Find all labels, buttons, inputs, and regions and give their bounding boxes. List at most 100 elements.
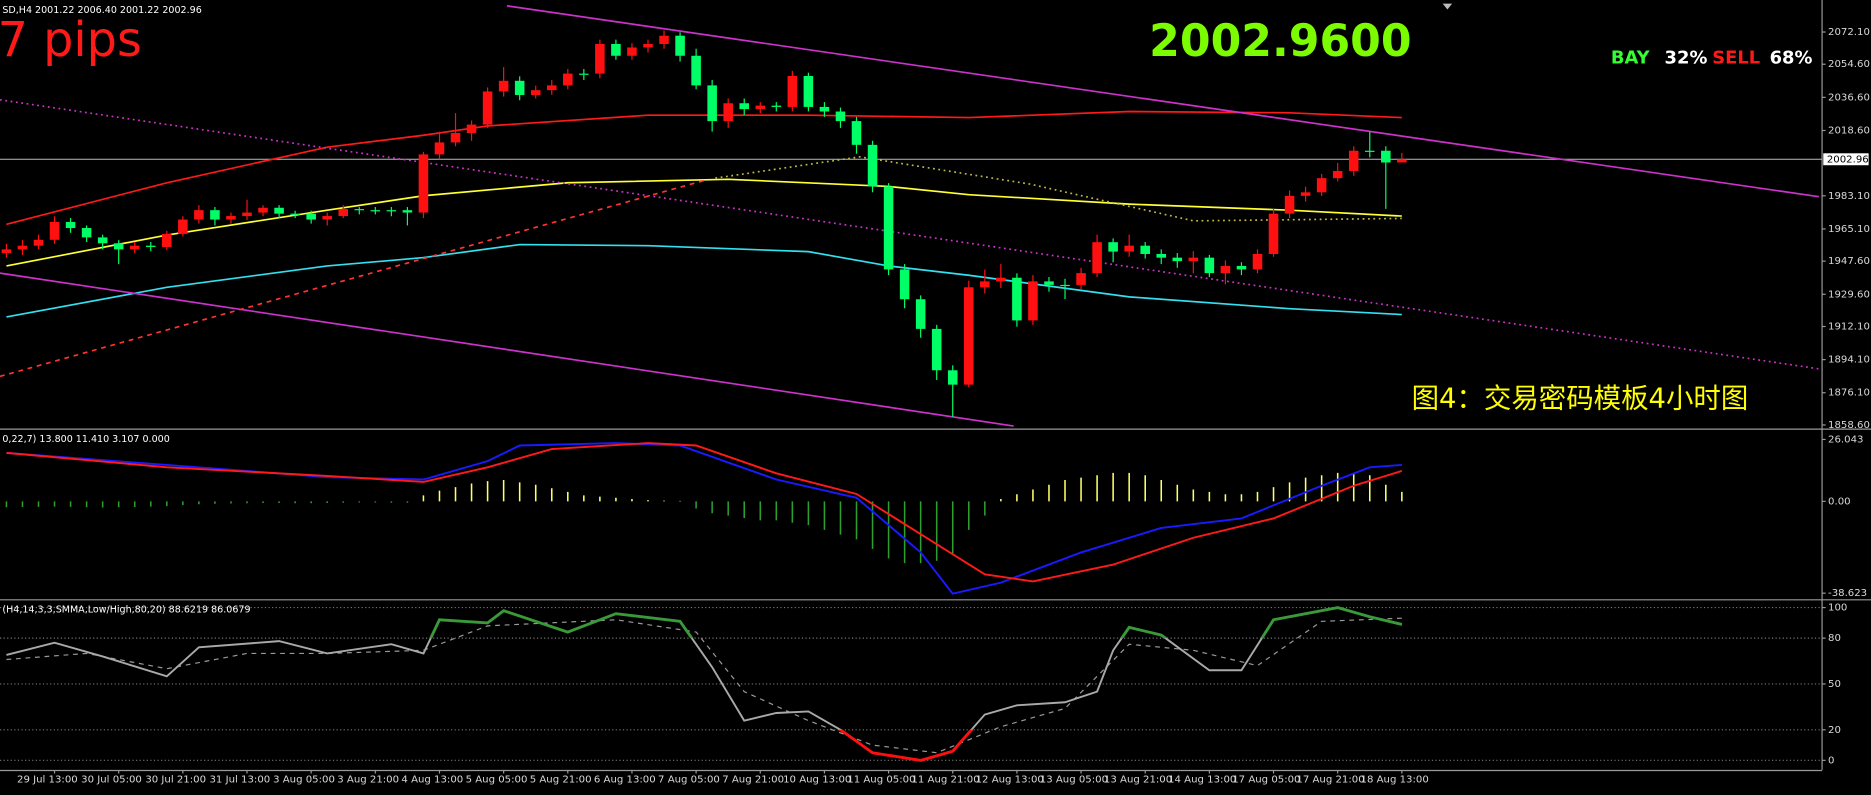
y-tick-label: 1929.60 <box>1828 289 1870 300</box>
x-tick-label: 3 Aug 05:00 <box>273 774 335 785</box>
candle-body <box>1028 281 1038 321</box>
caption: 图4：交易密码模板4小时图 <box>1412 383 1749 414</box>
candle-body <box>1092 242 1102 274</box>
macd-line <box>6 442 1402 595</box>
y-tick-label: 1965.10 <box>1828 224 1870 235</box>
candle-body <box>643 43 653 48</box>
candle-body <box>290 213 300 215</box>
pips-text: 7 pips <box>0 13 142 68</box>
last-price-box <box>1823 153 1869 166</box>
candle-body <box>81 228 92 238</box>
candle-body <box>514 80 525 95</box>
candle-body <box>258 207 268 213</box>
x-tick-label: 5 Aug 21:00 <box>530 774 592 785</box>
y-tick-label: 1876.10 <box>1828 388 1870 399</box>
candle-body <box>579 73 589 75</box>
candle-body <box>450 133 461 143</box>
candle-body <box>322 216 332 220</box>
y-tick-label: -38.623 <box>1828 588 1867 599</box>
panel: 0 20 50 80 100 <box>0 603 1847 766</box>
candle-body <box>498 80 509 92</box>
candle-body <box>947 370 958 385</box>
candle-body <box>611 43 621 56</box>
candle-body <box>33 239 44 246</box>
x-tick-label: 3 Aug 21:00 <box>337 774 399 785</box>
candle-body <box>771 105 782 107</box>
plot <box>0 5 1819 427</box>
x-tick-label: 31 Jul 13:00 <box>209 774 270 785</box>
x-tick-label: 10 Aug 13:00 <box>783 774 851 785</box>
y-tick-label: 1947.60 <box>1828 256 1870 267</box>
candle-body <box>1044 281 1054 285</box>
candle-body <box>242 212 252 217</box>
candle-body <box>1060 284 1070 287</box>
x-tick-label: 12 Aug 13:00 <box>976 774 1044 785</box>
candle-body <box>402 210 413 213</box>
candle-body <box>546 85 557 91</box>
candle-body <box>595 43 605 74</box>
candle-body <box>723 103 733 122</box>
candle-body <box>466 124 477 134</box>
candle-body <box>964 287 974 385</box>
y-tick-label: 0 <box>1828 755 1834 766</box>
x-tick-label: 14 Aug 13:00 <box>1168 774 1236 785</box>
indicator-line <box>0 272 1014 427</box>
candle-body <box>1397 159 1407 163</box>
candle-body <box>210 210 220 220</box>
candle-body <box>835 111 846 122</box>
candle-body <box>563 73 573 86</box>
sell-label: SELL <box>1712 47 1760 68</box>
candle-body <box>178 219 188 234</box>
candle-body <box>931 328 942 371</box>
macd-header: 0,22,7) 13.800 11.410 3.107 0.000 <box>2 434 169 445</box>
y-tick-label: 2018.60 <box>1828 125 1870 136</box>
candle-body <box>1236 265 1247 270</box>
candle-body <box>1252 253 1263 270</box>
x-tick-label: 4 Aug 13:00 <box>401 774 463 785</box>
y-tick-label: 80 <box>1828 633 1841 644</box>
candle-body <box>1220 265 1231 274</box>
candle-body <box>65 221 76 229</box>
plot <box>6 606 1403 762</box>
indicator-line <box>506 5 1819 198</box>
candle-body <box>739 103 750 110</box>
candle-body <box>883 186 894 270</box>
bay-pct: 32% <box>1665 47 1708 68</box>
candle-body <box>370 210 381 212</box>
candle-body <box>1140 245 1150 254</box>
y-tick-label: 50 <box>1828 679 1841 690</box>
candle-body <box>803 76 814 107</box>
indicator-line <box>715 156 1402 222</box>
indicator-line <box>0 179 705 378</box>
y-tick-label: 20 <box>1828 725 1841 736</box>
candle-body <box>1012 277 1022 321</box>
candle-body <box>1172 257 1183 262</box>
y-tick-label: 100 <box>1828 603 1847 614</box>
candle-body <box>996 277 1006 282</box>
candle-body <box>707 85 717 122</box>
panel: 2072.10 2054.60 2036.60 2018.60 1983.10 1965.… <box>0 5 1870 431</box>
candle-body <box>851 121 862 145</box>
y-tick-label: 1894.10 <box>1828 355 1870 366</box>
candle-body <box>627 47 637 56</box>
candle-body <box>1204 257 1215 274</box>
plot-layer: 2072.10 2054.60 2036.60 2018.60 1983.10 1965.… <box>0 5 1870 766</box>
x-tick-label: 30 Jul 05:00 <box>81 774 142 785</box>
candle-body <box>530 90 541 95</box>
candle-body <box>49 221 60 240</box>
candle-body <box>787 76 798 107</box>
candle-body <box>113 243 124 250</box>
candle-body <box>434 142 445 155</box>
candle-body <box>194 210 204 220</box>
bay-label: BAY <box>1611 47 1651 68</box>
candle-body <box>1188 257 1199 262</box>
x-tick-label: 13 Aug 21:00 <box>1104 774 1172 785</box>
candle-body <box>1348 150 1359 171</box>
candle-body <box>1284 195 1295 214</box>
candle-body <box>354 209 365 211</box>
indicator-line <box>6 243 1402 318</box>
last-price-label: 2002.96 <box>1827 154 1869 165</box>
candle-body <box>899 269 910 300</box>
